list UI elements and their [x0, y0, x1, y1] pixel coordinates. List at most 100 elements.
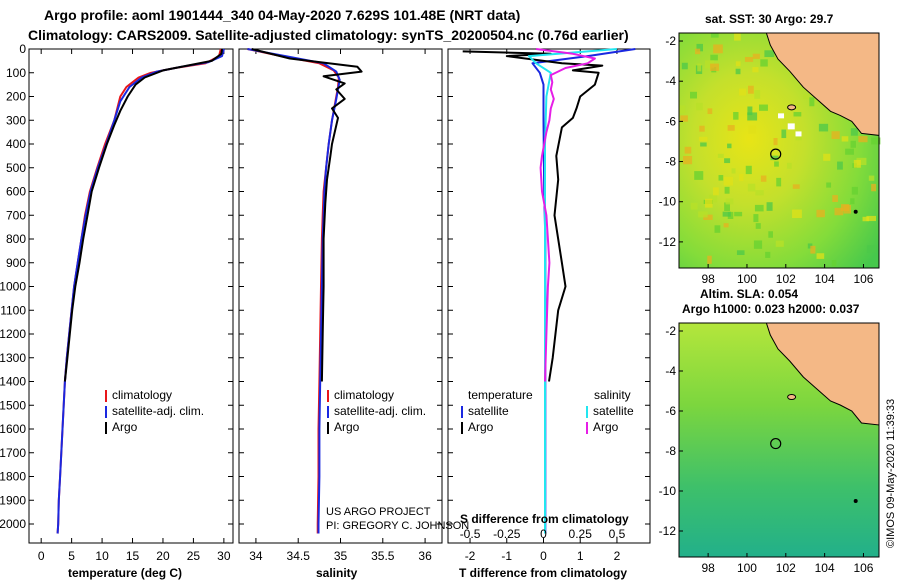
depth-tick-label: 1000 [0, 280, 26, 294]
sst-pixel [834, 207, 844, 216]
series-argo [63, 48, 223, 382]
x-tick-label: 34.5 [287, 549, 311, 563]
sst-pixel [792, 184, 800, 189]
sst-pixel [773, 138, 778, 146]
sst-pixel [776, 177, 782, 187]
legend-temperature-header: temperature [468, 388, 533, 402]
sst-pixel [684, 146, 692, 154]
sla-map-title-line1: Altim. SLA: 0.054 [700, 287, 798, 301]
x-tick-label: 35.5 [371, 549, 395, 563]
sst-pixel [679, 105, 686, 114]
top-x-tick-label: -0.5 [460, 527, 481, 541]
difference-plot-frame [447, 48, 651, 544]
sst-pixel [752, 53, 760, 59]
temperature-axis-label: temperature (deg C) [68, 566, 182, 580]
temperature-plot-frame [28, 48, 234, 544]
sst-pixel [700, 142, 707, 147]
sst-pixel [793, 112, 802, 117]
lat-tick-label: -10 [659, 484, 677, 498]
sst-pixel [781, 129, 787, 139]
sst-pixel [816, 209, 825, 218]
sst-pixel [841, 204, 850, 212]
sst-pixel [786, 162, 792, 169]
x-tick-label: 1 [577, 549, 584, 563]
sst-pixel [724, 158, 731, 164]
legend-satellite-label: satellite-adj. clim. [334, 404, 426, 418]
top-x-tick-label: -0.25 [493, 527, 521, 541]
depth-tick-label: 600 [6, 185, 26, 199]
x-tick-label: 5 [68, 549, 75, 563]
sst-pixel [850, 140, 856, 148]
depth-tick-label: 700 [6, 208, 26, 222]
depth-tick-label: 2000 [0, 517, 26, 531]
sst-pixel [683, 155, 693, 165]
legend-t-satellite-label: satellite [468, 404, 509, 418]
lat-tick-label: -6 [665, 114, 676, 128]
x-tick-label: 2 [614, 549, 621, 563]
x-tick-label: 25 [187, 549, 201, 563]
depth-tick-label: 1300 [0, 351, 26, 365]
difference-plot: -2 -1 0 1 2 -0.5 -0.25 0 0.25 0.5 [460, 48, 636, 563]
sst-pixel [710, 63, 719, 71]
sst-pixel [713, 44, 723, 54]
sst-pixel [871, 137, 881, 145]
sst-pixel [850, 128, 858, 136]
sst-pixel [745, 165, 752, 175]
sst-pixel [735, 61, 741, 67]
series-s-argo [535, 48, 596, 382]
sst-pixel [845, 148, 854, 155]
sst-pixel [713, 187, 719, 196]
salinity-axis-label: salinity [316, 566, 358, 580]
sst-pixel [718, 175, 724, 181]
sst-pixel [818, 123, 829, 132]
sst-pixel [832, 195, 838, 203]
x-tick-label: 34 [249, 549, 263, 563]
sst-pixel [694, 171, 704, 180]
island-enggano [787, 104, 797, 111]
sst-pixel [703, 214, 713, 220]
sst-pixel [710, 33, 719, 38]
lat-tick-label: -4 [665, 364, 676, 378]
map-frame [678, 322, 880, 558]
sst-pixel [699, 125, 705, 132]
x-tick-label: 30 [217, 549, 231, 563]
x-tick-label: 0 [540, 549, 547, 563]
sst-pixel [738, 88, 747, 96]
island-enggano [787, 394, 797, 400]
lat-tick-label: -4 [665, 74, 676, 88]
lat-tick-label: -12 [659, 235, 677, 249]
x-tick-label: 0 [38, 549, 45, 563]
sst-pixel [714, 225, 721, 233]
salinity-legend: climatology satellite-adj. clim. Argo [327, 388, 426, 434]
sst-pixel [695, 48, 701, 55]
x-tick-label: 36 [418, 549, 432, 563]
sst-pixel [755, 190, 764, 196]
depth-tick-label: 1900 [0, 493, 26, 507]
temperature-legend: climatology satellite-adj. clim. Argo [105, 388, 204, 434]
sst-pixel [868, 175, 875, 181]
sst-pixel [710, 54, 718, 61]
depth-tick-label: 1200 [0, 327, 26, 341]
sst-pixel [748, 125, 757, 134]
sst-pixel [747, 183, 756, 192]
figure-title-line1: Argo profile: aoml 1901444_340 04-May-20… [44, 7, 520, 23]
salinity-plot: 34 34.5 35 35.5 36 [247, 48, 432, 563]
legend-climatology-label: climatology [334, 388, 394, 402]
top-x-tick-label: 0.5 [609, 527, 626, 541]
x-tick-label: 15 [126, 549, 140, 563]
sst-pixel [707, 255, 712, 264]
legend-climatology-label: climatology [112, 388, 172, 402]
lat-tick-label: -2 [665, 34, 676, 48]
missing-data-patch [778, 113, 785, 119]
sst-pixel [850, 198, 855, 205]
missing-data-patch [795, 131, 802, 137]
lon-tick-label: 102 [776, 272, 796, 286]
s-difference-axis-label: S difference from climatology [460, 512, 629, 526]
x-tick-label: -1 [501, 549, 512, 563]
x-tick-label: -2 [465, 549, 476, 563]
depth-tick-label: 1100 [0, 303, 26, 317]
sst-pixel [725, 198, 734, 205]
lat-tick-label: -6 [665, 404, 676, 418]
island-christmas [853, 209, 858, 214]
